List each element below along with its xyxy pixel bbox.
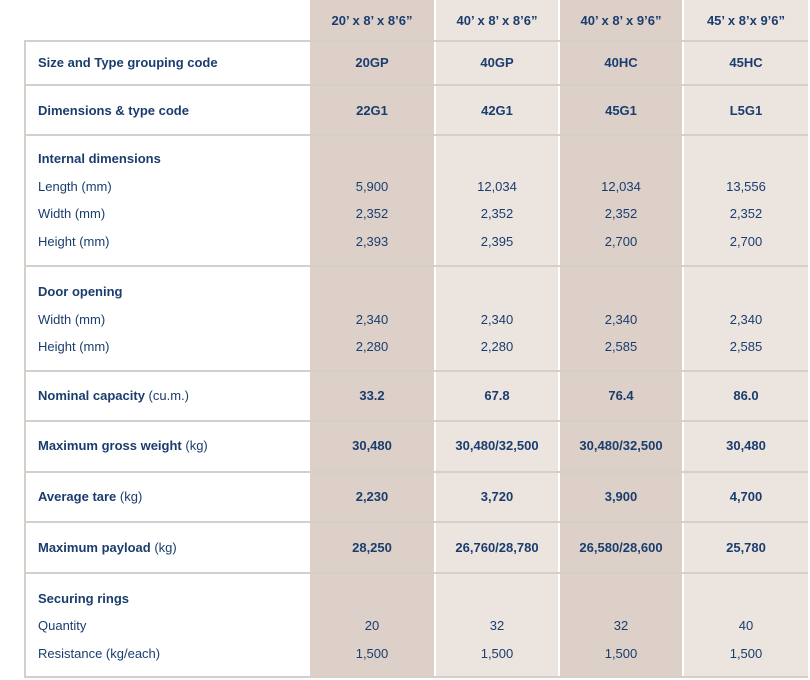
row-separator [24, 134, 808, 136]
table-cell: 20GP [355, 55, 389, 70]
table-cell: 1,500 [729, 646, 763, 661]
row-separator [24, 471, 808, 473]
table-cell: 3,720 [480, 489, 514, 504]
column-shade-40hc [560, 0, 682, 678]
table-cell: 42G1 [481, 103, 513, 118]
column-header: 20’ x 8’ x 8’6” [331, 12, 413, 28]
table-cell: 26,580/28,600 [579, 540, 663, 555]
table-left-border [24, 40, 26, 678]
table-cell: 22G1 [356, 103, 388, 118]
table-cell: 30,480/32,500 [455, 438, 539, 453]
row-label-nominal-capacity: Nominal capacity (cu.m.) [38, 388, 189, 403]
row-label: Height (mm) [38, 234, 110, 249]
table-cell: 5,900 [355, 179, 389, 194]
row-label: Width (mm) [38, 312, 106, 327]
table-cell: 30,480 [726, 438, 766, 453]
table-cell: 13,556 [726, 179, 766, 194]
table-cell: 32 [613, 618, 629, 633]
row-label: Height (mm) [38, 339, 110, 354]
table-cell: 2,340 [604, 312, 638, 327]
row-label: Resistance (kg/each) [38, 646, 161, 661]
row-label-unit: (cu.m.) [144, 388, 189, 403]
row-separator [24, 265, 808, 267]
table-cell: 2,280 [480, 339, 514, 354]
table-cell: 2,700 [729, 234, 763, 249]
row-separator [24, 420, 808, 422]
row-label-max-gross-weight: Maximum gross weight (kg) [38, 438, 208, 453]
row-label: Width (mm) [38, 206, 106, 221]
table-cell: 1,500 [355, 646, 389, 661]
row-label: Length (mm) [38, 179, 112, 194]
row-separator [24, 40, 808, 42]
table-cell: 12,034 [601, 179, 641, 194]
table-cell: 12,034 [477, 179, 517, 194]
table-cell: 2,340 [355, 312, 389, 327]
table-cell: 2,395 [480, 234, 514, 249]
table-cell: 26,760/28,780 [455, 540, 539, 555]
row-label-grouping-code: Size and Type grouping code [38, 55, 218, 70]
column-header: 40’ x 8’ x 9’6” [580, 12, 662, 28]
row-label-text: Average tare [38, 489, 117, 504]
table-cell: 20 [364, 618, 380, 633]
table-cell: 28,250 [352, 540, 392, 555]
table-cell: 1,500 [604, 646, 638, 661]
table-cell: 2,585 [604, 339, 638, 354]
table-cell: 67.8 [484, 388, 510, 403]
row-label-text: Nominal capacity [38, 388, 145, 403]
column-shade-40gp [436, 0, 558, 678]
table-cell: 30,480 [352, 438, 392, 453]
table-cell: 40GP [480, 55, 514, 70]
row-label-unit: (kg) [181, 438, 208, 453]
row-separator [24, 572, 808, 574]
row-label-average-tare: Average tare (kg) [38, 489, 142, 504]
column-header: 45’ x 8’x 9’6” [706, 12, 786, 28]
table-cell: 2,352 [729, 206, 763, 221]
row-separator [24, 521, 808, 523]
row-separator [24, 370, 808, 372]
section-title-internal-dimensions: Internal dimensions [38, 151, 161, 166]
row-label-text: Maximum payload [38, 540, 151, 555]
table-cell: L5G1 [729, 103, 763, 118]
table-cell: 45HC [729, 55, 763, 70]
table-cell: 3,900 [604, 489, 638, 504]
table-cell: 86.0 [733, 388, 759, 403]
row-separator [24, 676, 808, 678]
table-cell: 2,585 [729, 339, 763, 354]
table-cell: 2,340 [729, 312, 763, 327]
section-title-securing-rings: Securing rings [38, 591, 130, 606]
table-cell: 2,700 [604, 234, 638, 249]
column-shade-20gp [310, 0, 434, 678]
row-label-text: Maximum gross weight [38, 438, 182, 453]
row-label-max-payload: Maximum payload (kg) [38, 540, 177, 555]
table-cell: 2,340 [480, 312, 514, 327]
table-cell: 2,230 [355, 489, 389, 504]
column-shade-45hc [684, 0, 808, 678]
section-title-door-opening: Door opening [38, 284, 123, 299]
table-cell: 40HC [604, 55, 638, 70]
table-cell: 33.2 [359, 388, 385, 403]
table-cell: 2,280 [355, 339, 389, 354]
table-cell: 40 [738, 618, 754, 633]
table-cell: 30,480/32,500 [579, 438, 663, 453]
table-cell: 4,700 [729, 489, 763, 504]
table-cell: 32 [489, 618, 505, 633]
column-header: 40’ x 8’ x 8’6” [456, 12, 538, 28]
table-cell: 2,393 [355, 234, 389, 249]
table-cell: 2,352 [604, 206, 638, 221]
row-label-unit: (kg) [150, 540, 177, 555]
row-label-type-code: Dimensions & type code [38, 103, 189, 118]
row-label-unit: (kg) [116, 489, 143, 504]
table-cell: 1,500 [480, 646, 514, 661]
table-cell: 45G1 [605, 103, 637, 118]
table-cell: 25,780 [726, 540, 766, 555]
table-cell: 2,352 [355, 206, 389, 221]
row-label: Quantity [38, 618, 87, 633]
row-separator [24, 84, 808, 86]
table-cell: 76.4 [608, 388, 634, 403]
table-cell: 2,352 [480, 206, 514, 221]
